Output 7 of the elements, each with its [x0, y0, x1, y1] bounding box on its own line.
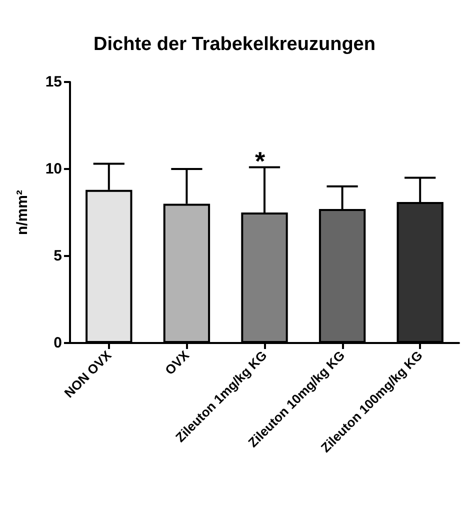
y-tick-label: 15	[45, 74, 62, 90]
y-tick-label: 5	[54, 248, 62, 264]
y-tick-label: 10	[45, 160, 62, 178]
chart-title: Dichte der Trabekelkreuzungen	[94, 34, 376, 55]
y-tick-label: 0	[54, 334, 62, 352]
annotation: *	[255, 146, 266, 176]
y-axis-title: n/mm²	[14, 190, 31, 235]
